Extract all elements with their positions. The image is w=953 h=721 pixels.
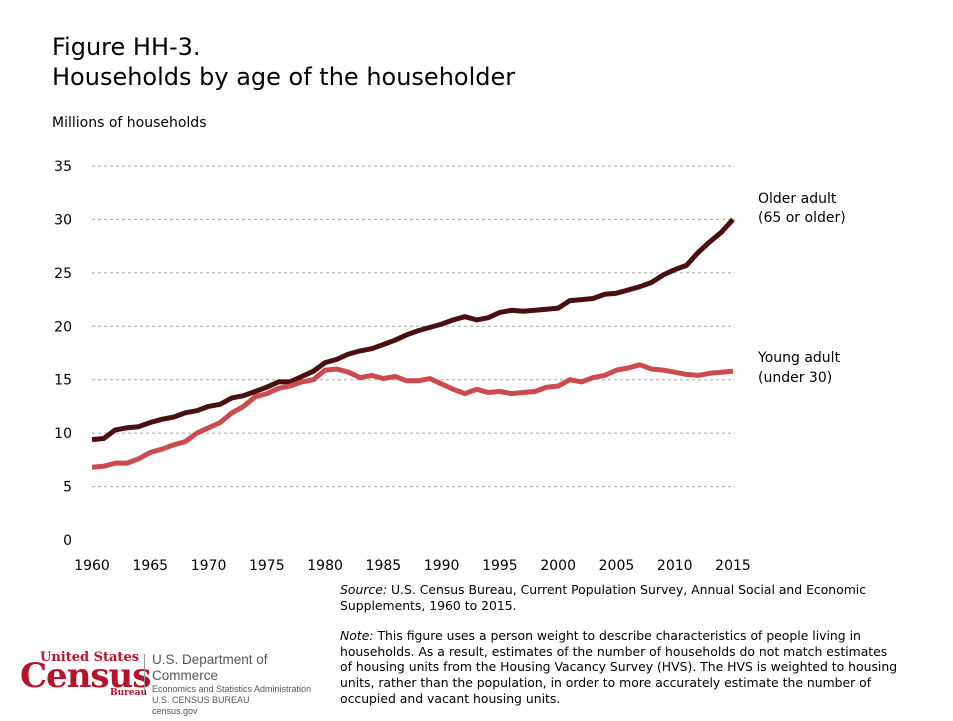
x-tick-2000: 2000: [540, 558, 576, 574]
x-tick-1975: 1975: [249, 558, 285, 574]
figure-number: Figure HH-3.: [52, 33, 201, 61]
young-series-label: Young adult: [757, 350, 841, 366]
x-tick-2015: 2015: [715, 558, 751, 574]
y-tick-15: 15: [54, 373, 72, 389]
y-axis-label: Millions of households: [52, 115, 207, 131]
series-labels: Older adult (65 or older) Young adult (u…: [757, 191, 846, 386]
dept-name: U.S. Department of Commerce: [152, 652, 268, 683]
older-series-sublabel: (65 or older): [758, 210, 846, 226]
x-tick-1995: 1995: [482, 558, 518, 574]
bureau-name: U.S. CENSUS BUREAU: [152, 695, 250, 705]
y-tick-labels: 0 5 10 15 20 25 30 35: [54, 159, 72, 549]
admin-name: Economics and Statistics Administration: [152, 684, 312, 694]
x-tick-1960: 1960: [74, 558, 110, 574]
x-tick-2005: 2005: [599, 558, 635, 574]
gridlines: [92, 165, 735, 488]
logo-bureau: Bureau: [110, 688, 147, 698]
note-text: This figure uses a person weight to desc…: [340, 628, 898, 706]
x-tick-1965: 1965: [132, 558, 168, 574]
x-tick-1980: 1980: [307, 558, 343, 574]
x-tick-labels: 1960 1965 1970 1975 1980 1985 1990 1995 2000 2005…: [74, 558, 751, 574]
older-adult-line: [91, 217, 735, 443]
source-text: U.S. Census Bureau, Current Population S…: [340, 582, 867, 613]
y-tick-20: 20: [54, 319, 72, 335]
x-tick-2010: 2010: [657, 558, 693, 574]
young-series-sublabel: (under 30): [758, 370, 832, 386]
chart-title: Figure HH-3. Households by age of the ho…: [52, 32, 515, 92]
logo-united-states: United States: [40, 650, 140, 665]
figure-notes: Source: U.S. Census Bureau, Current Popu…: [340, 582, 900, 721]
young-adult-line: [91, 362, 734, 470]
y-tick-25: 25: [54, 266, 72, 282]
source-note: Source: U.S. Census Bureau, Current Popu…: [340, 582, 900, 613]
y-tick-5: 5: [63, 480, 72, 496]
series-lines: [91, 217, 735, 470]
logo-census: Census: [20, 656, 151, 696]
method-note: Note: This figure uses a person weight t…: [340, 628, 900, 706]
y-tick-10: 10: [54, 426, 72, 442]
source-label: Source:: [340, 582, 388, 597]
x-tick-1990: 1990: [424, 558, 460, 574]
x-tick-1985: 1985: [366, 558, 402, 574]
older-series-label: Older adult: [758, 191, 837, 207]
figure-title: Households by age of the householder: [52, 63, 516, 91]
x-tick-1970: 1970: [191, 558, 227, 574]
y-tick-35: 35: [54, 159, 72, 175]
y-tick-30: 30: [54, 212, 72, 228]
census-logo: United States Census Bureau U.S. Departm…: [20, 650, 330, 716]
logo-divider: [144, 654, 145, 694]
note-label: Note:: [340, 628, 374, 644]
department-block: U.S. Department of Commerce Economics an…: [152, 652, 330, 717]
y-tick-0: 0: [63, 533, 72, 549]
website: census.gov: [152, 706, 198, 716]
